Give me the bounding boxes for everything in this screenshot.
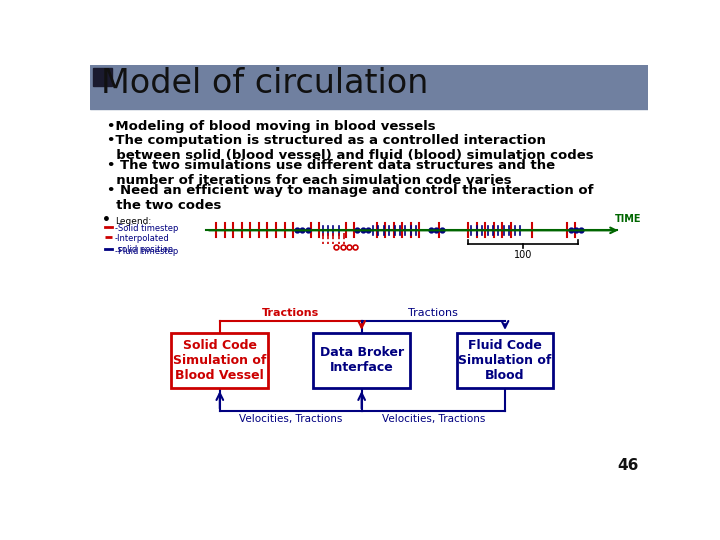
Text: Model of circulation: Model of circulation <box>101 67 428 100</box>
FancyBboxPatch shape <box>171 333 269 388</box>
Text: Tractions: Tractions <box>408 308 458 318</box>
Bar <box>93 68 112 86</box>
Text: • The two simulations use different data structures and the
  number of iteratio: • The two simulations use different data… <box>107 159 555 187</box>
Text: Solid Code
Simulation of
Blood Vessel: Solid Code Simulation of Blood Vessel <box>173 339 266 382</box>
Text: Tractions: Tractions <box>262 308 320 318</box>
Text: Velocities, Tractions: Velocities, Tractions <box>239 414 343 423</box>
Text: -Fluid timestep: -Fluid timestep <box>114 247 178 255</box>
Text: •The computation is structured as a controlled interaction
  between solid (bloo: •The computation is structured as a cont… <box>107 134 594 162</box>
FancyBboxPatch shape <box>313 333 410 388</box>
Text: •Modeling of blood moving in blood vessels: •Modeling of blood moving in blood vesse… <box>107 120 436 133</box>
Text: Fluid Code
Simulation of
Blood: Fluid Code Simulation of Blood <box>459 339 552 382</box>
Text: Data Broker
Interface: Data Broker Interface <box>320 347 404 374</box>
Bar <box>90 65 648 110</box>
Text: -Solid timestep: -Solid timestep <box>114 224 178 233</box>
Text: 100: 100 <box>514 249 532 260</box>
Text: •: • <box>102 213 110 227</box>
Text: Legend:: Legend: <box>114 217 151 226</box>
Text: Velocities, Tractions: Velocities, Tractions <box>382 414 485 423</box>
Text: 46: 46 <box>617 458 639 473</box>
Text: TIME: TIME <box>615 214 642 224</box>
FancyBboxPatch shape <box>456 333 554 388</box>
Text: • Need an efficient way to manage and control the interaction of
  the two codes: • Need an efficient way to manage and co… <box>107 184 593 212</box>
Text: -Interpolated
 solid position: -Interpolated solid position <box>114 234 173 254</box>
